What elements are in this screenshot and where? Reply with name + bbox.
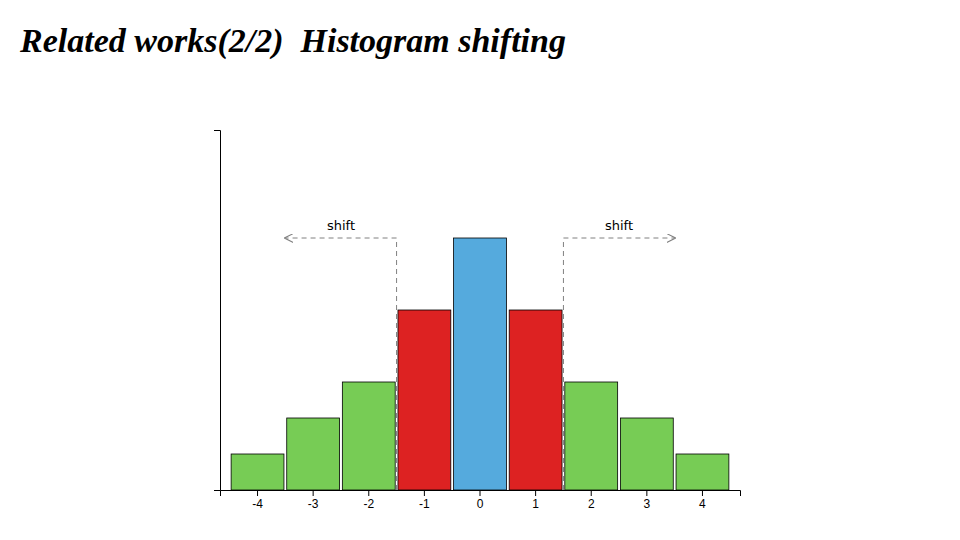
x-tick-mark (535, 490, 536, 496)
x-tick-mark (313, 490, 314, 496)
x-tick-mark (424, 490, 425, 496)
x-tick: -3 (308, 490, 319, 511)
shift-arrow (563, 238, 674, 239)
x-tick: 1 (532, 490, 539, 511)
x-tick-label: 4 (699, 497, 706, 511)
x-tick-label: -3 (308, 497, 319, 511)
x-axis: -4 -3 -2 -1 0 1 2 3 4 (221, 490, 741, 511)
y-axis (214, 131, 221, 491)
bar (509, 310, 562, 490)
x-tick-label: 1 (532, 497, 539, 511)
x-tick: -4 (252, 490, 263, 511)
x-tick: 0 (477, 490, 484, 511)
chart-svg: Related works(2/2) Histogram shifting-4-… (0, 0, 960, 540)
x-tick-label: 0 (477, 497, 484, 511)
bar (342, 382, 395, 490)
plot: -4 -3 -2 -1 0 1 2 3 4 shift shift (214, 131, 741, 511)
x-tick: -1 (419, 490, 430, 511)
x-tick-mark (591, 490, 592, 496)
bar (454, 238, 507, 490)
x-tick-label: 2 (588, 497, 595, 511)
x-axis-line (221, 491, 741, 497)
bar (287, 418, 340, 490)
annotation: shift (327, 218, 355, 233)
bar (676, 454, 729, 490)
bar (231, 454, 284, 490)
x-tick-label: -1 (419, 497, 430, 511)
bar (565, 382, 618, 490)
x-tick: 3 (644, 490, 651, 511)
x-tick: 4 (699, 490, 706, 511)
guide-line (396, 238, 397, 490)
x-tick: -2 (363, 490, 374, 511)
x-tick-mark (480, 490, 481, 496)
bars (231, 238, 729, 490)
x-tick-mark (702, 490, 703, 496)
x-tick-mark (646, 490, 647, 496)
y-axis-line (214, 131, 221, 491)
x-tick-label: -2 (363, 497, 374, 511)
x-tick-label: -4 (252, 497, 263, 511)
guide-line (563, 238, 564, 490)
bar (620, 418, 673, 490)
x-tick: 2 (588, 490, 595, 511)
bar (398, 310, 451, 490)
title: Related works(2/2) Histogram shifting (19, 22, 566, 60)
x-tick-label: 3 (644, 497, 651, 511)
x-tick-mark (368, 490, 369, 496)
annotation: shift (605, 218, 633, 233)
x-tick-mark (257, 490, 258, 496)
shift-arrow (285, 238, 396, 239)
annotations: shift shift (285, 218, 674, 490)
